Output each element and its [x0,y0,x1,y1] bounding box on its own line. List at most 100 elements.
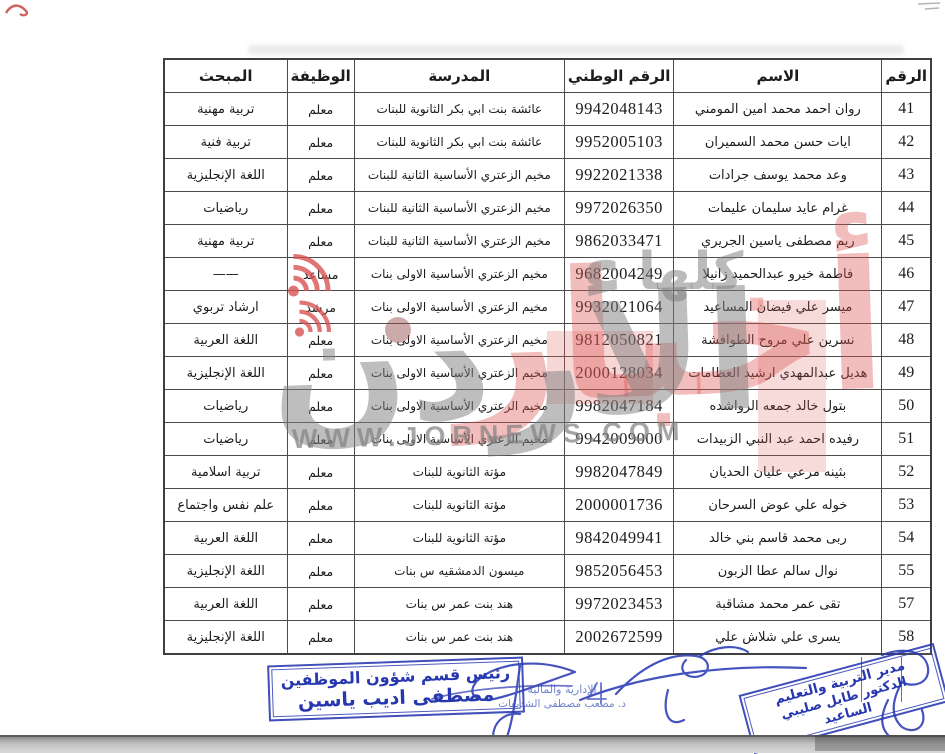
table-row: 47 ميسر علي فيضان المساعيد 9932021064 مخيم … [163,290,932,324]
cell-subject: رياضيات [163,422,288,456]
cell-name: تقى عمر محمد مشاقبة [673,587,883,621]
cell-job: معلم [286,224,355,258]
cell-name: خوله علي عوض السرحان [673,488,883,522]
table-row: 49 هديل عبدالمهدي ارشيد العظامات 200012803… [163,356,932,390]
cell-national-id: 9942048143 [563,92,675,126]
header-national-id: الرقم الوطني [563,58,675,93]
cell-national-id: 9942009000 [563,422,675,456]
cell-number: 45 [881,224,932,258]
cell-job: معلم [286,356,355,390]
admin-financial-name: د. مصعب مصطفى الشديفات [498,698,626,711]
cell-school: مؤتة الثانوية للبنات [353,455,565,489]
cell-school: هند بنت عمر س بنات [353,587,565,621]
cell-school: مخيم الزعتري الأساسية الاولى بنات [353,422,565,456]
cell-job: معلم [286,389,355,423]
cell-number: 43 [881,158,932,192]
cell-subject: اللغة العربية [163,587,288,621]
cell-job: معلم [286,488,355,522]
cell-subject: —— [163,257,288,291]
admin-financial-stamp: الإدارية والمالية د. مصعب مصطفى الشديفات [492,682,632,712]
hr-chief-stamp: رئيس قسم شؤون الموظفين مصطفى اديب ياسين [267,656,525,722]
cell-school: عائشة بنت ابي بكر الثانوية للبنات [353,125,565,159]
cell-national-id: 2002672599 [563,620,675,655]
cell-national-id: 9862033471 [563,224,675,258]
cell-subject: رياضيات [163,191,288,225]
cell-number: 52 [881,455,932,489]
cell-number: 58 [881,620,932,655]
cell-name: فاطمة خيرو عبدالحميد زانيلا [673,257,883,291]
cell-subject: اللغة الإنجليزية [163,620,288,655]
cell-job: معلم [286,125,355,159]
signature-director [664,688,686,724]
cell-name: ايات حسن محمد السميران [673,125,883,159]
cell-school: مخيم الزعتري الأساسية الاولى بنات [353,257,565,291]
cell-subject: اللغة الإنجليزية [163,356,288,390]
cell-national-id: 9982047849 [563,455,675,489]
table-body: 41 روان احمد محمد امين المومني 9942048143 ع… [163,92,932,655]
cell-school: مخيم الزعتري الأساسية الاولى بنات [353,389,565,423]
cell-number: 49 [881,356,932,390]
cell-subject: علم نفس واجتماع [163,488,288,522]
cell-name: وعد محمد يوسف جرادات [673,158,883,192]
table-row: 45 ريم مصطفى ياسين الجريري 9862033471 مخيم … [163,224,932,258]
cell-subject: ارشاد تربوي [163,290,288,324]
cell-name: ميسر علي فيضان المساعيد [673,290,883,324]
cell-number: 50 [881,389,932,423]
cell-job: معلم [286,323,355,357]
cell-national-id: 9972023453 [563,587,675,621]
table-row: 41 روان احمد محمد امين المومني 9942048143 ع… [163,92,932,126]
scan-bottom-edge [0,735,945,753]
cell-subject: تربية فنية [163,125,288,159]
table-row: 48 نسرين علي مروح الطوافشة 9812050821 مخيم … [163,323,932,357]
cell-national-id: 9812050821 [563,323,675,357]
table-row: 58 يسرى علي شلاش علي 2002672599 هند بنت عمر… [163,620,932,655]
cell-number: 54 [881,521,932,555]
cell-job: مرشد [286,290,355,324]
cell-subject: تربية اسلامية [163,455,288,489]
table-row: 44 غرام عايد سليمان عليمات 9972026350 مخيم … [163,191,932,225]
cell-job: معلم [286,158,355,192]
cell-number: 44 [881,191,932,225]
cell-number: 55 [881,554,932,588]
cell-job: معلم [286,191,355,225]
cell-number: 46 [881,257,932,291]
cell-number: 41 [881,92,932,126]
table-header-row: الرقم الاسم الرقم الوطني المدرسة الوظيفة… [163,58,932,93]
cell-subject: اللغة الإنجليزية [163,158,288,192]
cell-school: ميسون الدمشقيه س بنات [353,554,565,588]
cell-job: معلم [286,422,355,456]
header-name: الاسم [673,58,883,93]
table-row: 57 تقى عمر محمد مشاقبة 9972023453 هند بنت ع… [163,587,932,621]
cell-job: معلم [286,620,355,655]
cell-national-id: 9842049941 [563,521,675,555]
cell-name: بتول خالد جمعه الرواشده [673,389,883,423]
table-row: 51 رفيده احمد عبد النبي الزبيدات 994200900… [163,422,932,456]
table-row: 52 بثينه مرعي عليان الحديان 9982047849 مؤتة… [163,455,932,489]
table-row: 50 بتول خالد جمعه الرواشده 9982047184 مخيم … [163,389,932,423]
staff-table-wrap: الرقم الاسم الرقم الوطني المدرسة الوظيفة… [163,58,933,655]
cell-subject: اللغة الإنجليزية [163,554,288,588]
cell-number: 42 [881,125,932,159]
cell-number: 57 [881,587,932,621]
table-row: 54 ربى محمد قاسم بني خالد 9842049941 مؤتة ا… [163,521,932,555]
table-row: 55 نوال سالم عطا الزبون 9852056453 ميسون ال… [163,554,932,588]
cell-school: مخيم الزعتري الأساسية الاولى بنات [353,290,565,324]
cell-national-id: 9972026350 [563,191,675,225]
scan-bottom-edge-dark [815,735,945,751]
cell-school: مؤتة الثانوية للبنات [353,488,565,522]
cell-national-id: 9922021338 [563,158,675,192]
header-subject: المبحث [163,58,288,93]
cell-job: معلم [286,587,355,621]
cell-school: مخيم الزعتري الأساسية الثانية للبنات [353,224,565,258]
cell-job: معلم [286,92,355,126]
cell-job: معلم [286,554,355,588]
cell-name: غرام عايد سليمان عليمات [673,191,883,225]
table-row: 43 وعد محمد يوسف جرادات 9922021338 مخيم الز… [163,158,932,192]
cell-national-id: 9952005103 [563,125,675,159]
cell-school: مخيم الزعتري الأساسية الاولى بنات [353,356,565,390]
table-row: 46 فاطمة خيرو عبدالحميد زانيلا 9682004249 م… [163,257,932,291]
cell-school: مخيم الزعتري الأساسية الثانية للبنات [353,191,565,225]
cell-national-id: 9982047184 [563,389,675,423]
cell-subject: اللغة العربية [163,323,288,357]
